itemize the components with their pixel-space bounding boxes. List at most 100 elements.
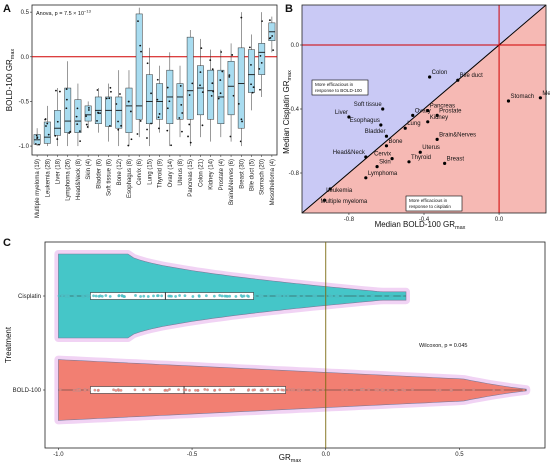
violin-point — [472, 388, 476, 391]
violin-point — [178, 294, 181, 297]
box-jitter-point — [240, 118, 243, 121]
point-label: Breast — [447, 156, 465, 162]
violin-point — [73, 294, 77, 297]
panel-c-y-axis-label: Treatment — [4, 326, 13, 363]
point-label: Lung — [407, 121, 420, 127]
x-category-label: Bladder (6) — [96, 159, 102, 189]
box-jitter-point — [168, 100, 171, 103]
box-jitter-point — [221, 70, 224, 73]
x-category-label: Lung (15) — [147, 159, 153, 185]
scatter-point — [426, 109, 430, 113]
scatter-point — [384, 134, 389, 138]
violin-point — [112, 388, 115, 392]
violin-point — [67, 294, 70, 298]
violin-point — [438, 388, 442, 392]
box-jitter-point — [166, 107, 169, 110]
box-jitter-point — [268, 37, 271, 40]
scatter-point — [428, 75, 432, 79]
x-category-label: Soft tissue (6) — [107, 159, 113, 196]
violin-point — [381, 388, 384, 392]
violin-point — [92, 294, 95, 298]
box-jitter-point — [229, 135, 232, 138]
violin-point — [117, 389, 121, 392]
box-jitter-point — [119, 93, 121, 95]
box-jitter-point — [36, 137, 39, 140]
violin-point — [213, 388, 217, 392]
scatter-point — [364, 155, 368, 159]
box-iqr — [105, 96, 112, 127]
violin-point — [321, 388, 325, 391]
violin-point — [226, 294, 229, 298]
violin-point — [104, 294, 108, 297]
box-jitter-point — [150, 122, 152, 125]
box-jitter-point — [248, 46, 251, 49]
violin-point — [290, 388, 294, 392]
scatter-point — [538, 96, 542, 100]
box-jitter-point — [217, 97, 220, 100]
x-category-label: Breast (30) — [239, 159, 245, 189]
panel-c-wilcoxon-text: Wilcoxon, p = 0.045 — [419, 343, 467, 349]
box-jitter-point — [146, 137, 148, 139]
y-tick-label: -0.8 — [289, 171, 300, 177]
box-jitter-point — [199, 84, 201, 87]
violin-point — [83, 388, 87, 392]
box-jitter-point — [188, 123, 191, 126]
box-jitter-point — [237, 102, 240, 105]
box-jitter-point — [139, 44, 142, 47]
violin-point — [212, 294, 216, 298]
violin-point — [108, 294, 112, 298]
violin-point — [341, 294, 345, 297]
box-iqr — [125, 87, 133, 133]
box-jitter-point — [69, 130, 72, 133]
scatter-point — [435, 113, 439, 117]
violin-point — [191, 295, 195, 298]
x-category-label: Cervix (6) — [137, 159, 143, 185]
violin-point — [139, 294, 142, 298]
violin-point — [61, 294, 64, 297]
violin-point — [87, 388, 91, 392]
scatter-point — [384, 144, 389, 148]
point-label: Cervix — [374, 152, 391, 158]
y-tick-label: 0.0 — [21, 55, 30, 61]
box-jitter-point — [181, 130, 183, 133]
violin-point — [203, 388, 207, 391]
violin-point — [435, 389, 439, 392]
violin-point — [266, 388, 269, 391]
box-jitter-point — [156, 98, 159, 101]
violin-point — [334, 294, 338, 298]
box-jitter-point — [137, 20, 139, 23]
treatment-label: BOLD-100 — [13, 388, 42, 394]
y-tick-label: -1.0 — [19, 144, 30, 150]
box-jitter-point — [158, 113, 161, 115]
violin-point — [253, 388, 257, 392]
violin-point — [152, 294, 155, 298]
violin-point — [223, 294, 227, 298]
box-jitter-point — [220, 51, 223, 53]
violin-point — [87, 294, 91, 297]
violin-point — [367, 388, 371, 392]
x-category-label: Liver (18) — [56, 159, 62, 184]
violin-point — [386, 388, 390, 392]
violin-point — [492, 389, 496, 392]
violin-point — [218, 388, 222, 392]
violin-point — [309, 388, 313, 392]
box-jitter-point — [239, 140, 242, 143]
violin-point — [297, 294, 300, 298]
box-iqr — [145, 74, 153, 125]
violin-point — [204, 294, 208, 298]
x-category-label: Thyroid (9) — [158, 159, 164, 188]
box-jitter-point — [127, 100, 130, 103]
point-label: Head&Neck — [333, 150, 366, 156]
point-label: Pancreas — [430, 104, 455, 110]
x-category-label: Prostate (4) — [219, 159, 225, 190]
note-line-1: More efficacious in — [409, 198, 448, 203]
violin-point — [381, 294, 385, 298]
box-jitter-point — [68, 132, 71, 134]
violin-point — [247, 388, 251, 392]
box-jitter-point — [250, 83, 252, 86]
violin-point — [345, 388, 349, 392]
point-label: Liver — [335, 110, 348, 116]
box-jitter-point — [231, 54, 234, 56]
violin-point — [341, 388, 345, 392]
